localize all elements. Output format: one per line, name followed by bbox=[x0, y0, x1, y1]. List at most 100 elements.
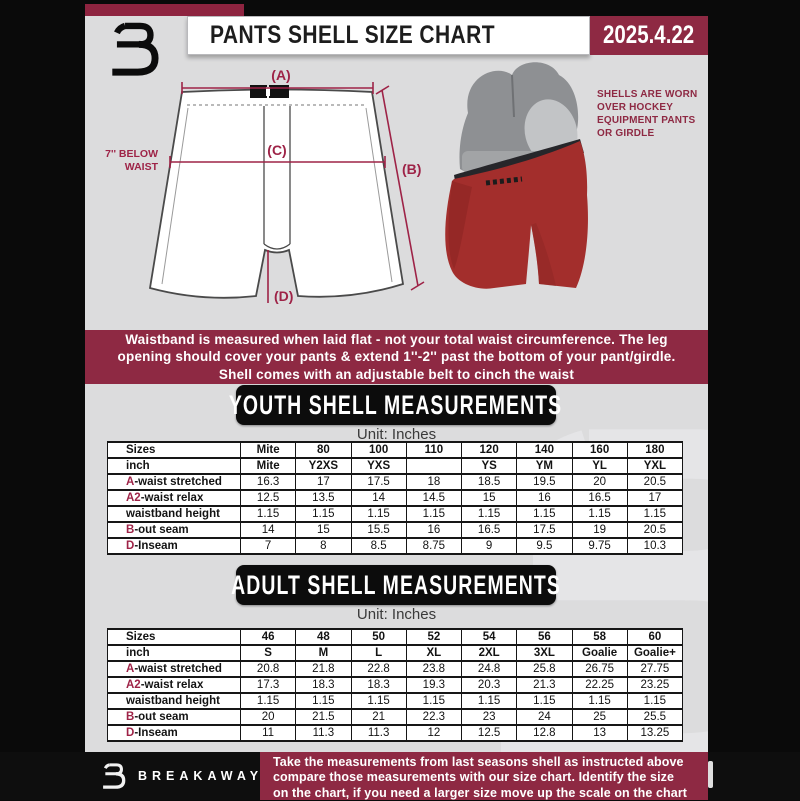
adult-unit-label: Unit: Inches bbox=[356, 606, 437, 623]
value-cell: 18.3 bbox=[350, 676, 407, 694]
value-cell: 180 bbox=[626, 441, 684, 459]
diagram-label-d: (D) bbox=[274, 288, 293, 304]
table-row: inch Mite Y2XS YXS YS YM YL YXL bbox=[107, 457, 684, 475]
value-cell: 16.5 bbox=[571, 489, 628, 507]
value-cell: 3XL bbox=[516, 644, 573, 662]
value-cell: 19.5 bbox=[516, 473, 573, 491]
table-row: D-Inseam 7 8 8.5 8.75 9 9.5 9.75 10.3 bbox=[107, 537, 684, 555]
row-label-cell: A2-waist relax bbox=[107, 489, 241, 507]
row-label-cell: D-Inseam bbox=[107, 724, 241, 742]
youth-section-banner: YOUTH SHELL MEASUREMENTS bbox=[229, 385, 562, 425]
value-cell: 8.75 bbox=[405, 537, 463, 555]
value-cell: 1.15 bbox=[460, 692, 518, 710]
value-cell: 9.5 bbox=[516, 537, 573, 555]
value-cell: Y2XS bbox=[295, 457, 352, 475]
value-cell: 15.5 bbox=[350, 521, 407, 539]
value-cell: YM bbox=[516, 457, 573, 475]
youth-heading: YOUTH SHELL MEASUREMENTS bbox=[229, 389, 563, 420]
value-cell: Mite bbox=[239, 441, 297, 459]
measure-letter: A2 bbox=[126, 492, 141, 504]
waistband-info-banner: Waistband is measured when laid flat - n… bbox=[85, 330, 708, 384]
value-cell: 7 bbox=[239, 537, 297, 555]
table-row: A2-waist relax 17.3 18.3 18.3 19.3 20.3 21.3 22… bbox=[107, 676, 684, 694]
scrollbar-thumb[interactable] bbox=[708, 761, 713, 788]
value-cell: 24.8 bbox=[460, 660, 518, 678]
shell-measurement-diagram: (A) (B) (C) (D) bbox=[148, 67, 425, 304]
value-cell: 12.8 bbox=[516, 724, 573, 742]
adult-size-table: Sizes 46 48 50 52 54 56 58 60 inch S M L XL 2XL 3XL Goal… bbox=[107, 628, 684, 742]
value-cell: 16.3 bbox=[239, 473, 297, 491]
value-cell: 11.3 bbox=[295, 724, 352, 742]
belt-buckle bbox=[250, 85, 267, 98]
value-cell: 1.15 bbox=[571, 505, 628, 523]
youth-size-table: Sizes Mite 80 100 110 120 140 160 180 inch Mite Y2X… bbox=[107, 441, 684, 555]
value-cell: 46 bbox=[239, 628, 297, 646]
value-cell: 14.5 bbox=[405, 489, 463, 507]
value-cell: 19 bbox=[571, 521, 628, 539]
value-cell: 1.15 bbox=[295, 505, 352, 523]
value-cell: 21.5 bbox=[295, 708, 352, 726]
value-cell: 1.15 bbox=[626, 505, 684, 523]
value-cell: 2XL bbox=[460, 644, 518, 662]
value-cell: 1.15 bbox=[405, 692, 463, 710]
value-cell: 11 bbox=[239, 724, 297, 742]
red-shell bbox=[445, 139, 588, 289]
row-label-cell: B-out seam bbox=[107, 521, 241, 539]
waistband-info-text: Waistband is measured when laid flat - n… bbox=[117, 331, 676, 382]
value-cell: 20 bbox=[239, 708, 297, 726]
row-label-cell: inch bbox=[107, 457, 241, 475]
row-label-cell: A-waist stretched bbox=[107, 660, 241, 678]
measure-letter: D bbox=[126, 727, 135, 739]
date-text: 2025.4.22 bbox=[603, 21, 695, 49]
value-cell: 20.5 bbox=[626, 521, 684, 539]
value-cell: 23 bbox=[460, 708, 518, 726]
value-cell: 25 bbox=[571, 708, 628, 726]
value-cell: Goalie bbox=[571, 644, 628, 662]
value-cell: 13.25 bbox=[626, 724, 684, 742]
value-cell: 140 bbox=[516, 441, 573, 459]
value-cell: 14 bbox=[350, 489, 407, 507]
value-cell: YXL bbox=[626, 457, 684, 475]
value-cell: XL bbox=[405, 644, 463, 662]
value-cell: 21.8 bbox=[295, 660, 352, 678]
measure-letter: A2 bbox=[126, 679, 141, 691]
diagram-label-b: (B) bbox=[402, 161, 421, 177]
measure-letter: A bbox=[126, 476, 135, 488]
value-cell: 80 bbox=[295, 441, 352, 459]
adult-table-container: Sizes 46 48 50 52 54 56 58 60 inch S M L XL 2XL 3XL Goal… bbox=[107, 628, 684, 742]
value-cell: 1.15 bbox=[571, 692, 628, 710]
value-cell: 100 bbox=[350, 441, 407, 459]
value-cell: 23.25 bbox=[626, 676, 684, 694]
value-cell: 12 bbox=[405, 724, 463, 742]
value-cell: 16 bbox=[516, 489, 573, 507]
value-cell: 54 bbox=[460, 628, 518, 646]
value-cell: 110 bbox=[405, 441, 463, 459]
value-cell: 16 bbox=[405, 521, 463, 539]
value-cell: 1.15 bbox=[295, 692, 352, 710]
value-cell: 22.25 bbox=[571, 676, 628, 694]
row-label-cell: A-waist stretched bbox=[107, 473, 241, 491]
value-cell: 52 bbox=[405, 628, 463, 646]
row-label-cell: A2-waist relax bbox=[107, 676, 241, 694]
table-row: inch S M L XL 2XL 3XL Goalie Goalie+ bbox=[107, 644, 684, 662]
value-cell: 9.75 bbox=[571, 537, 628, 555]
row-label-cell: D-Inseam bbox=[107, 537, 241, 555]
value-cell: 17.3 bbox=[239, 676, 297, 694]
table-row: B-out seam 14 15 15.5 16 16.5 17.5 19 20.5 bbox=[107, 521, 684, 539]
row-label-cell: waistband height bbox=[107, 505, 241, 523]
measure-letter: A bbox=[126, 663, 135, 675]
value-cell: 16.5 bbox=[460, 521, 518, 539]
measure-letter: B bbox=[126, 711, 135, 723]
row-label-cell: B-out seam bbox=[107, 708, 241, 726]
value-cell: 13 bbox=[571, 724, 628, 742]
below-waist-note: 7'' BELOW WAIST bbox=[105, 148, 158, 173]
shell-photo-caption: SHELLS ARE WORN OVER HOCKEY EQUIPMENT PA… bbox=[597, 89, 698, 139]
value-cell: 24 bbox=[516, 708, 573, 726]
value-cell: 21.3 bbox=[516, 676, 573, 694]
table-row: waistband height 1.15 1.15 1.15 1.15 1.15 1.15… bbox=[107, 505, 684, 523]
value-cell: 25.8 bbox=[516, 660, 573, 678]
value-cell: 14 bbox=[239, 521, 297, 539]
value-cell: 11.3 bbox=[350, 724, 407, 742]
footer-instructions: Take the measurements from last seasons … bbox=[260, 752, 708, 800]
value-cell: Goalie+ bbox=[626, 644, 684, 662]
